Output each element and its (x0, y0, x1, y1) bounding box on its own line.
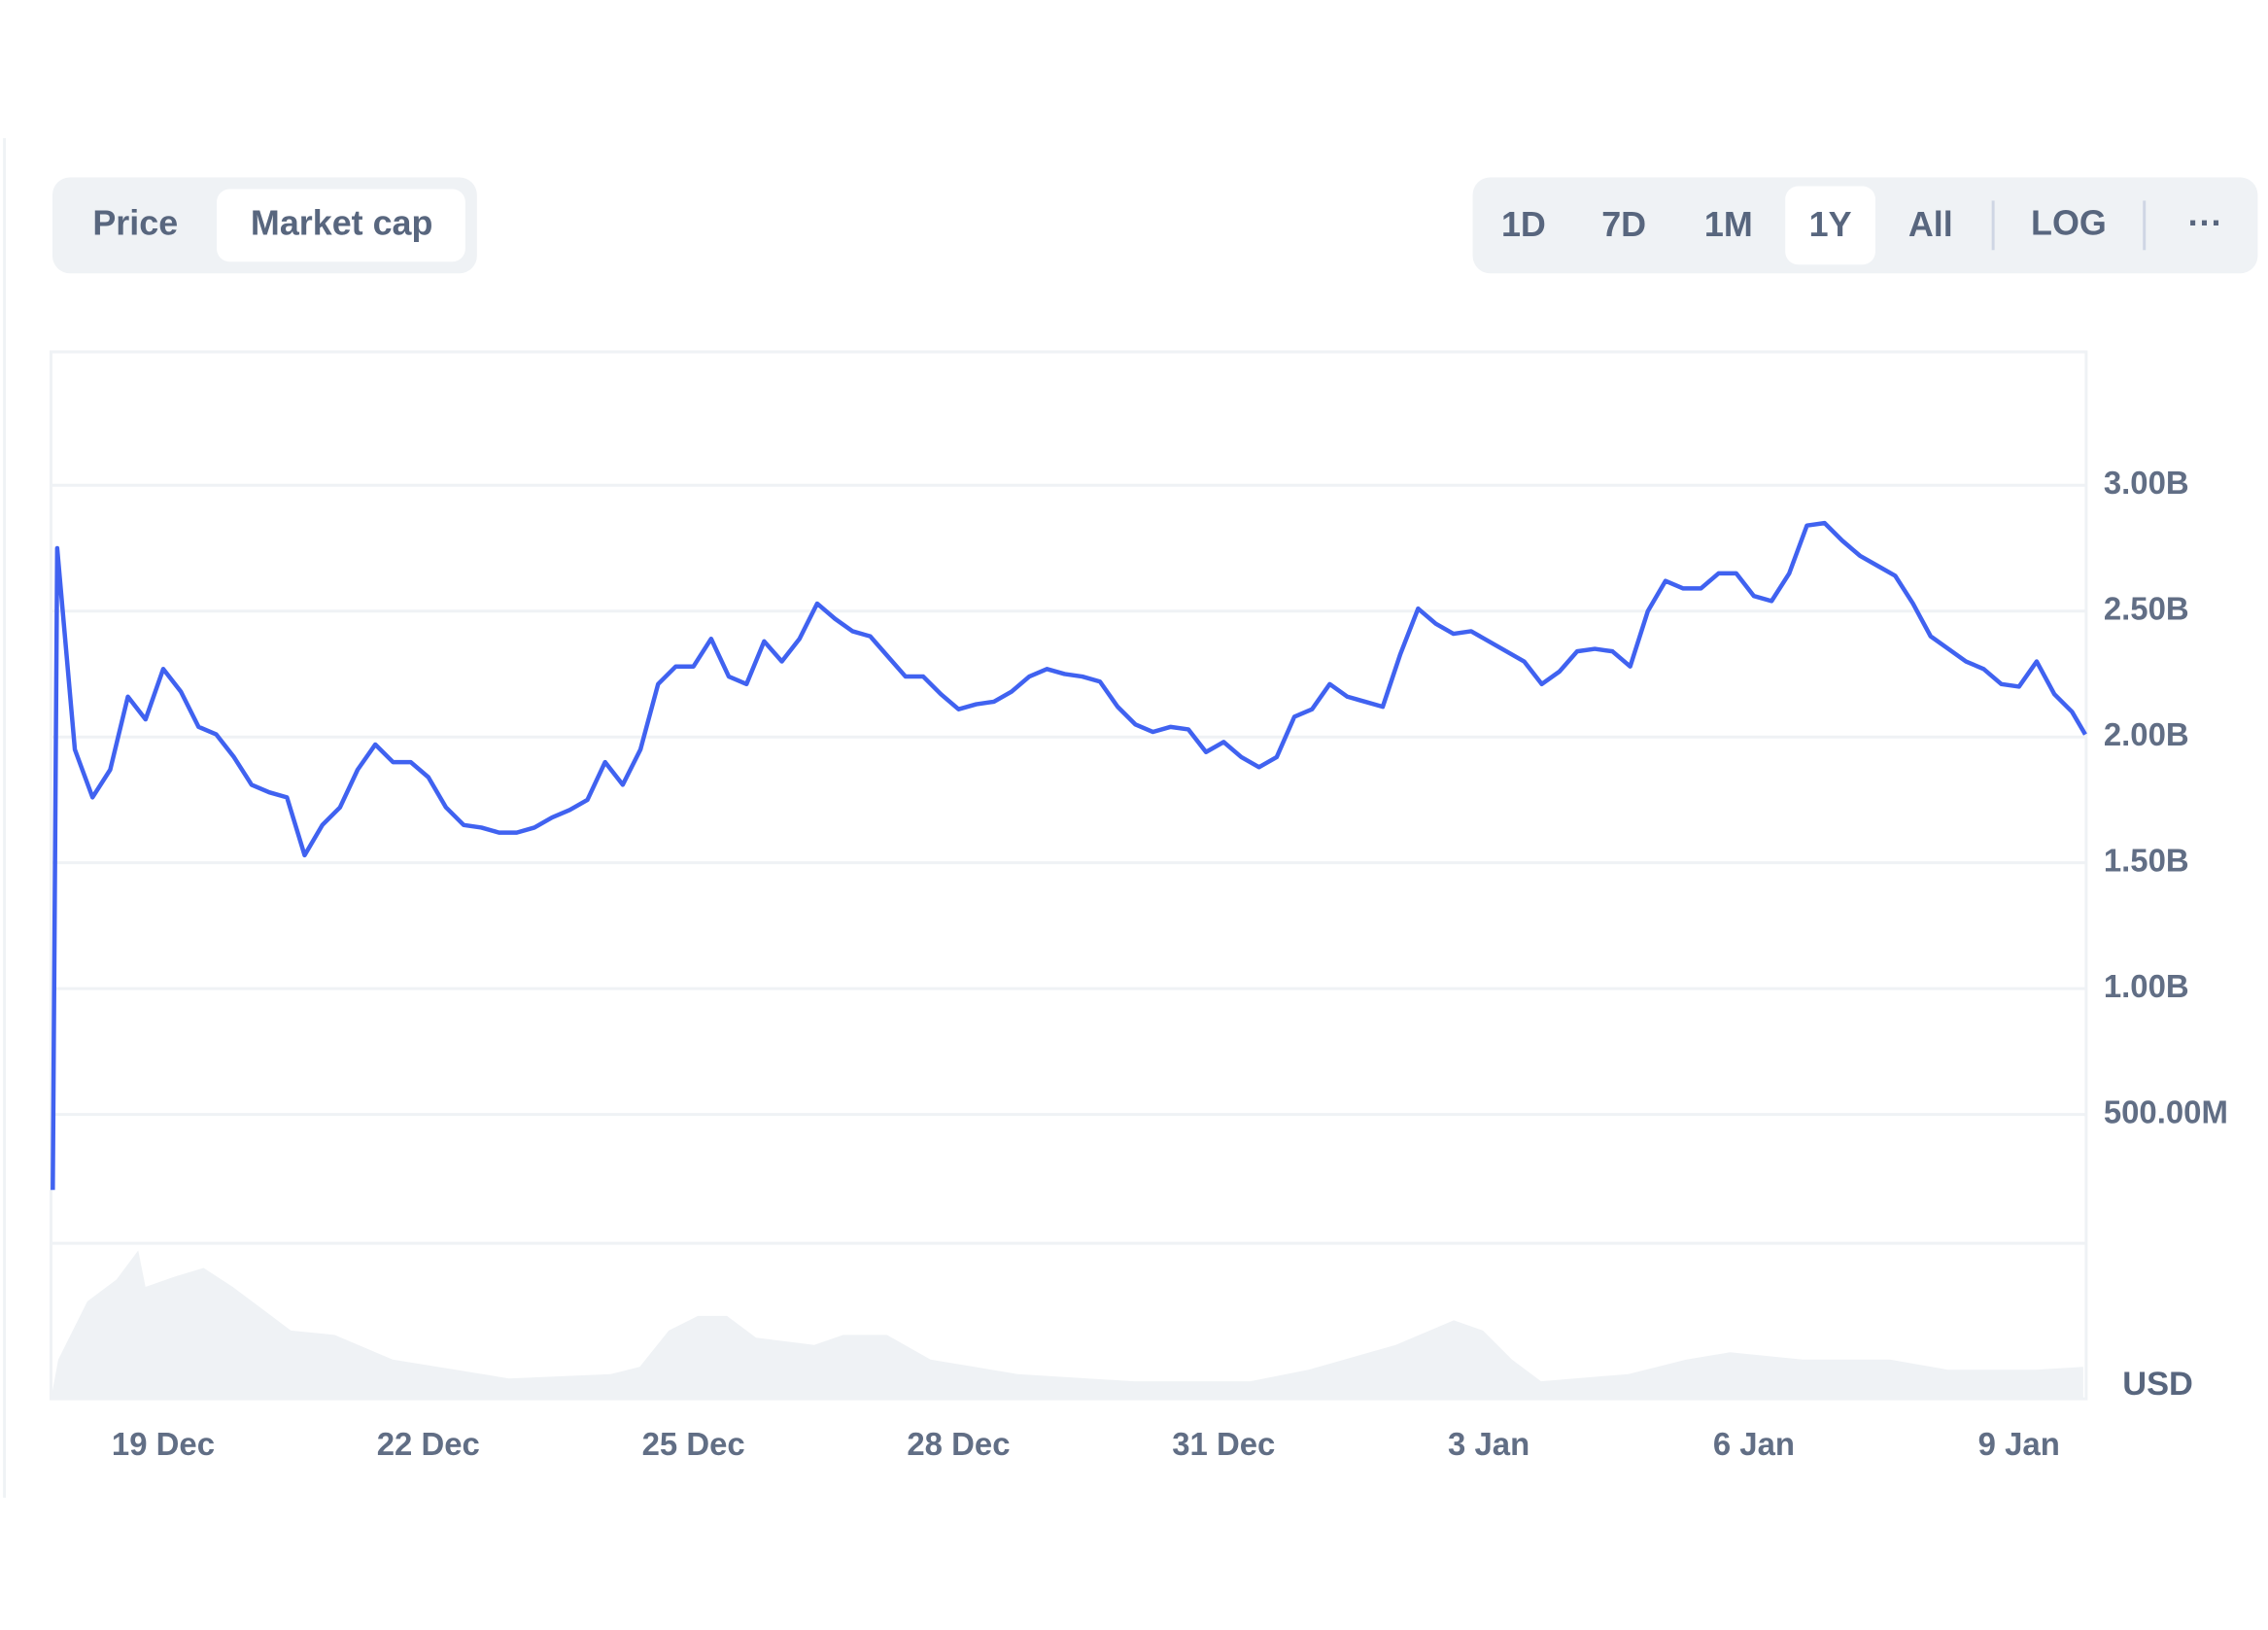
more-button[interactable]: ··· (2188, 203, 2223, 242)
x-tick-label: 25 Dec (642, 1426, 745, 1462)
x-tick-label: 9 Jan (1978, 1426, 2060, 1462)
x-tick-label: 22 Dec (377, 1426, 480, 1462)
range-button[interactable]: 1M (1704, 205, 1753, 244)
range-button[interactable]: 1D (1501, 205, 1546, 244)
range-button[interactable]: 1Y (1809, 205, 1852, 244)
y-tick-label: 3.00B (2104, 465, 2189, 501)
x-tick-label: 31 Dec (1172, 1426, 1275, 1462)
currency-label: USD (2122, 1366, 2193, 1403)
y-tick-label: 2.00B (2104, 716, 2189, 752)
y-tick-label: 500.00M (2104, 1093, 2228, 1129)
toggle-active (217, 189, 465, 262)
range-active (1785, 186, 1875, 265)
toggle-button[interactable]: Market cap (251, 203, 433, 242)
x-tick-label: 28 Dec (907, 1426, 1010, 1462)
x-tick-label: 19 Dec (112, 1426, 215, 1462)
x-tick-label: 6 Jan (1713, 1426, 1795, 1462)
range-button[interactable]: All (1908, 205, 1953, 244)
range-button[interactable]: 7D (1601, 205, 1646, 244)
y-tick-label: 2.50B (2104, 590, 2189, 626)
log-button[interactable]: LOG (2031, 203, 2107, 242)
y-tick-label: 1.50B (2104, 842, 2189, 878)
price-line (51, 520, 2087, 1191)
y-tick-label: 1.00B (2104, 968, 2189, 1004)
toggle-button[interactable]: Price (92, 203, 178, 242)
volume-area (51, 1250, 2083, 1400)
x-tick-label: 3 Jan (1448, 1426, 1529, 1462)
